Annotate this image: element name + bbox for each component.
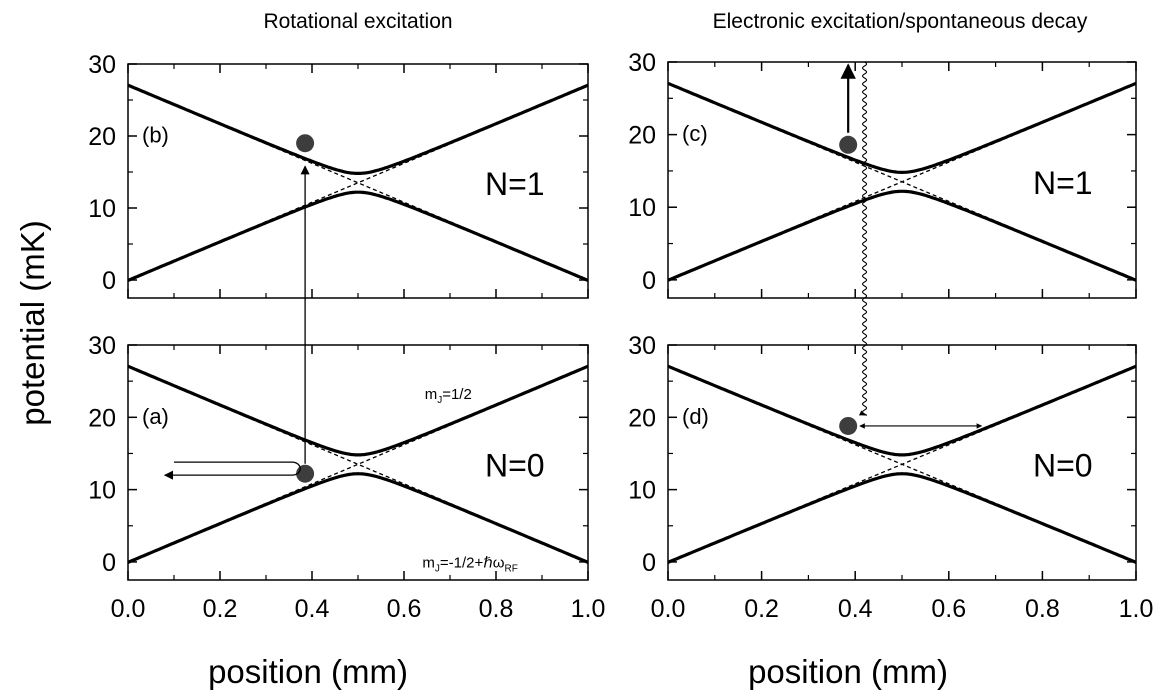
x-tick-label: 0.6: [931, 595, 966, 623]
potential-curve: [667, 472, 1137, 564]
x-axis-title-left: position (mm): [208, 653, 408, 690]
potential-curve: [127, 364, 589, 457]
decay-wavy-arrow: [858, 61, 868, 416]
y-tick-label: 10: [88, 477, 116, 505]
y-tick-label: 30: [88, 332, 116, 360]
panel-c: 0 10 20 30 (c) N=1: [628, 49, 1137, 299]
x-tick-label: 0.4: [838, 595, 873, 623]
plot-area: 0 10 20 30 (b) N=1 0 10 20 30 0.0 0.2 0.4 0.6 0.8 1.0 (a…: [88, 49, 1153, 623]
y-tick-label: 10: [88, 195, 116, 223]
x-tick-label: 0.8: [479, 595, 514, 623]
panel-b: 0 10 20 30 (b) N=1: [88, 51, 589, 299]
x-tick-label: 0.6: [387, 595, 422, 623]
y-tick-label: 20: [88, 123, 116, 151]
diabatic-curve: [667, 366, 1137, 563]
x-tick-label: 0.2: [203, 595, 238, 623]
y-tick-label: 0: [102, 267, 116, 295]
state-label: N=0: [1033, 448, 1093, 484]
mj-lower-label: mJ=-1/2+ℏωRF: [422, 555, 517, 575]
diabatic-curve: [127, 85, 589, 281]
potential-curve: [127, 472, 589, 564]
diabatic-curve: [127, 85, 589, 281]
column-title-right: Electronic excitation/spontaneous decay: [713, 10, 1088, 33]
x-tick-label: 1.0: [571, 595, 606, 623]
x-tick-label: 1.0: [1119, 595, 1154, 623]
y-tick-label: 30: [628, 332, 656, 360]
panel-a: 0 10 20 30 0.0 0.2 0.4 0.6 0.8 1.0 (a) N=0: [88, 332, 605, 623]
diabatic-curve: [667, 83, 1137, 281]
molecule-dot: [839, 135, 858, 154]
y-tick-label: 30: [628, 49, 656, 77]
panel-tag: (b): [142, 122, 169, 147]
y-tick-label: 10: [628, 194, 656, 222]
diabatic-curve: [127, 366, 589, 563]
y-tick-label: 0: [102, 549, 116, 577]
potential-curve: [127, 190, 589, 282]
potential-curve: [667, 81, 1137, 175]
state-label: N=0: [485, 448, 545, 484]
y-axis-title: potential (mK): [14, 220, 51, 425]
panel-tag: (c): [682, 121, 708, 146]
y-tick-label: 20: [628, 122, 656, 150]
column-title-left: Rotational excitation: [263, 10, 452, 33]
potential-curve: [667, 189, 1137, 282]
panel-tag: (d): [682, 404, 709, 429]
y-tick-label: 30: [88, 51, 116, 79]
x-tick-label: 0.2: [744, 595, 779, 623]
y-tick-label: 0: [642, 267, 656, 295]
y-tick-label: 10: [628, 477, 656, 505]
state-label: N=1: [485, 166, 545, 202]
molecule-dot: [296, 134, 315, 153]
mj-upper-label: mJ=1/2: [425, 386, 472, 406]
panel-tag: (a): [142, 404, 169, 429]
x-tick-label: 0.4: [295, 595, 330, 623]
diabatic-curve: [127, 366, 589, 563]
panel-d: 0 10 20 30 0.0 0.2 0.4 0.6 0.8 1.0 (d) N=0: [628, 332, 1153, 623]
y-tick-label: 20: [88, 404, 116, 432]
potential-curve: [127, 83, 589, 175]
molecule-dot: [296, 464, 315, 483]
y-tick-label: 20: [628, 404, 656, 432]
molecule-dot: [839, 416, 858, 435]
x-tick-label: 0.0: [651, 595, 686, 623]
annotation-layer: mJ=1/2 mJ=-1/2+ℏωRF: [163, 61, 983, 575]
x-axis-title-right: position (mm): [748, 653, 948, 690]
state-label: N=1: [1033, 165, 1093, 201]
y-tick-label: 0: [642, 549, 656, 577]
x-tick-label: 0.0: [111, 595, 146, 623]
potential-curve: [667, 364, 1137, 457]
x-tick-label: 0.8: [1025, 595, 1060, 623]
deflection-arrow: [163, 461, 301, 480]
